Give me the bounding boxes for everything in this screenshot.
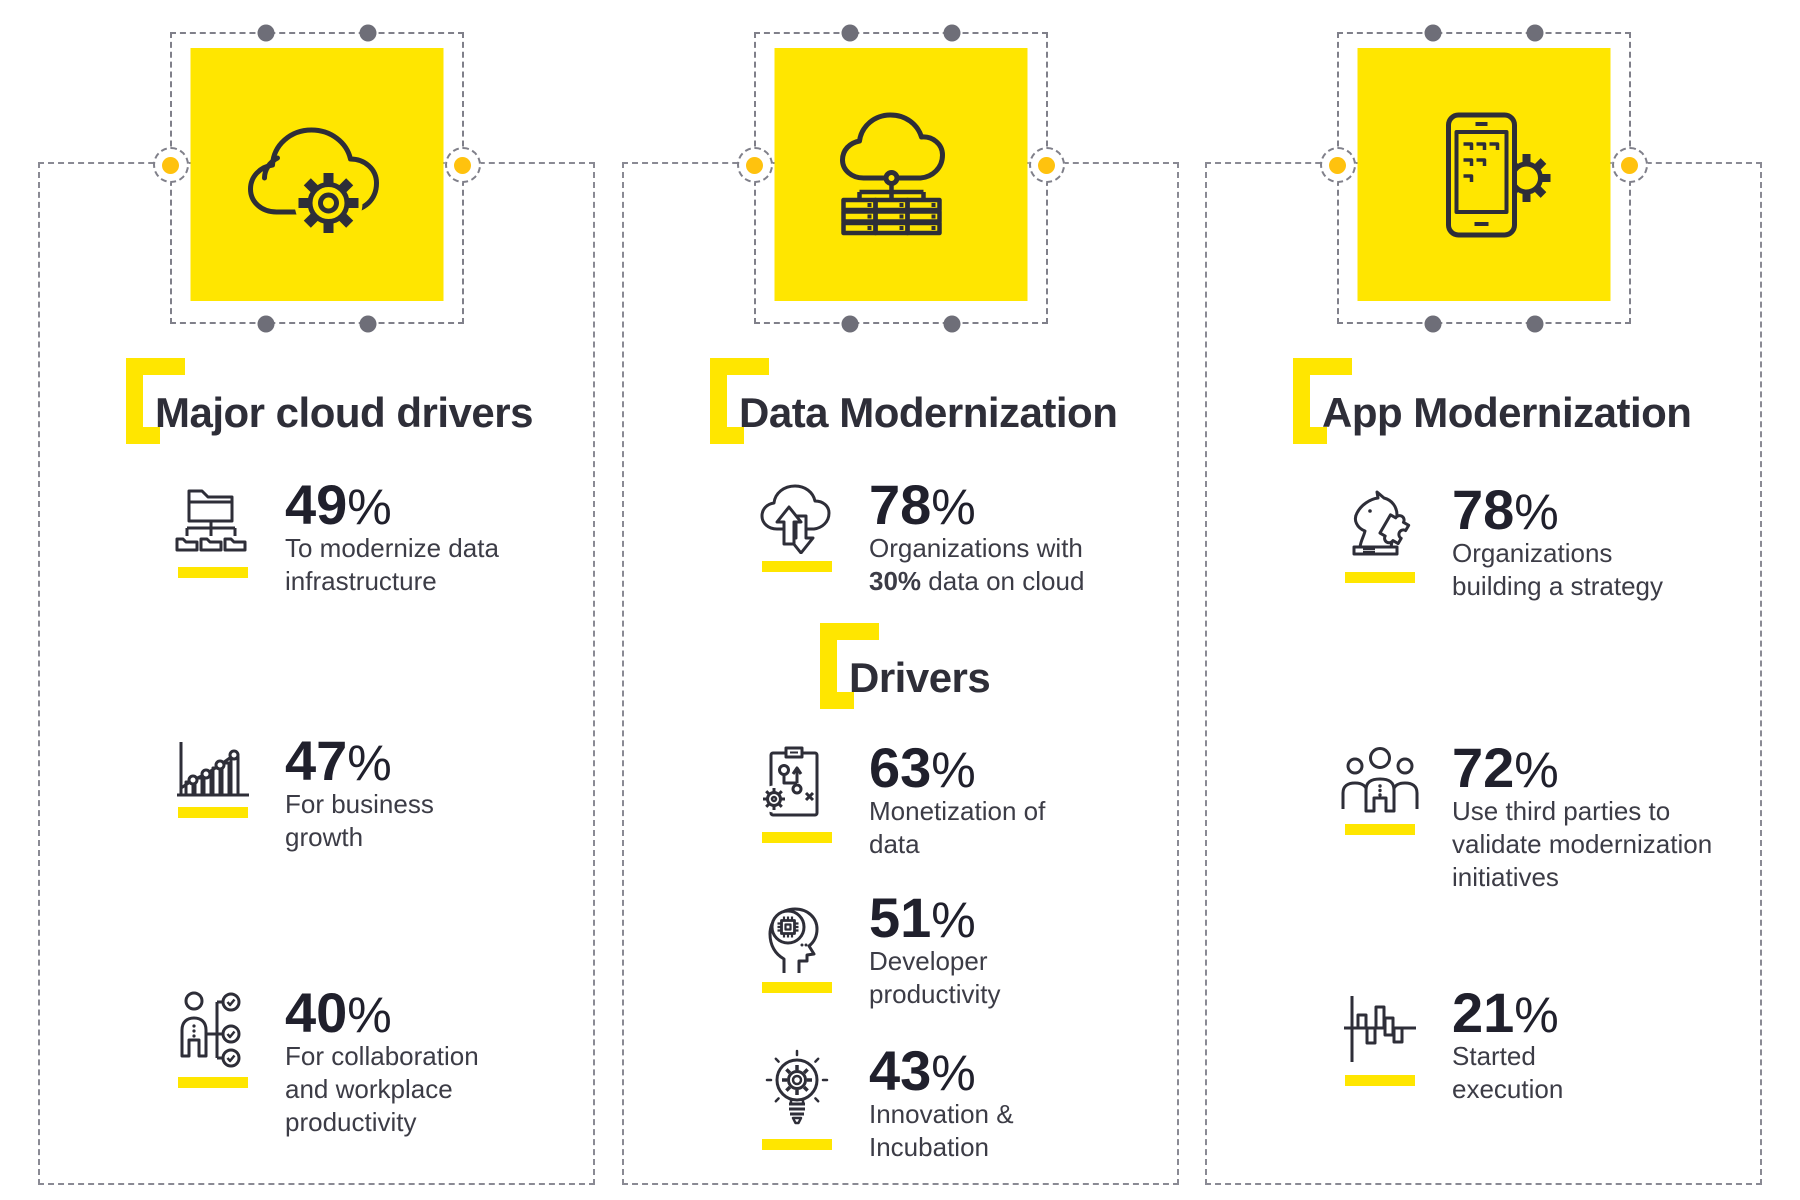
subheading-title: Drivers bbox=[849, 654, 991, 701]
stat-underline bbox=[762, 1139, 832, 1150]
bracket-accent bbox=[820, 623, 879, 709]
knight-puzzle-icon bbox=[1352, 490, 1411, 556]
column-title: App Modernization bbox=[1322, 389, 1692, 436]
selection-handle[interactable] bbox=[257, 315, 274, 333]
stat-value: 78% bbox=[869, 473, 976, 536]
selection-handle[interactable] bbox=[841, 24, 858, 42]
column-heading: App Modernization bbox=[1292, 357, 1752, 453]
bracket-accent bbox=[126, 358, 185, 444]
icon-selection-box bbox=[736, 24, 1065, 333]
stat-underline bbox=[1345, 1075, 1415, 1086]
connector-handle[interactable] bbox=[1319, 147, 1356, 183]
selection-handle[interactable] bbox=[1424, 24, 1441, 42]
stat-description: Use third parties to validate modernizat… bbox=[1452, 796, 1713, 892]
panel-major-cloud-drivers: Major cloud drivers 49% To bbox=[38, 24, 595, 1185]
stat-row: 63% Monetization of data bbox=[624, 739, 1177, 959]
stat-description: To modernize data infrastructure bbox=[285, 533, 499, 596]
stat-underline bbox=[762, 561, 832, 572]
stat-value: 72% bbox=[1452, 736, 1559, 799]
stat-row: 47% For business growth bbox=[40, 732, 593, 952]
subheading-drivers: Drivers bbox=[819, 622, 1119, 718]
stat-underline bbox=[178, 1077, 248, 1088]
connector-handle[interactable] bbox=[736, 147, 773, 183]
selection-handle[interactable] bbox=[359, 315, 376, 333]
column-heading: Data Modernization bbox=[709, 357, 1169, 453]
stat-row: 78% Organizations building a strategy bbox=[1207, 481, 1760, 701]
cloud-gear-icon bbox=[248, 127, 379, 237]
stat-underline bbox=[1345, 572, 1415, 583]
stat-underline bbox=[178, 807, 248, 818]
cloud-sync-icon bbox=[760, 484, 831, 554]
stat-description: Organizations building a strategy bbox=[1452, 538, 1664, 601]
stat-description: For business growth bbox=[285, 789, 434, 852]
selection-handle[interactable] bbox=[841, 315, 858, 333]
tile-phone-gear bbox=[1357, 48, 1610, 301]
folder-tree-icon bbox=[175, 489, 247, 552]
stat-value: 78% bbox=[1452, 478, 1559, 541]
column-heading: Major cloud drivers bbox=[125, 357, 585, 453]
stat-description: Innovation & Incubation bbox=[869, 1099, 1014, 1162]
bulb-gear-icon bbox=[765, 1049, 829, 1125]
selection-handle[interactable] bbox=[359, 24, 376, 42]
stat-row: 51% Developer productivity bbox=[624, 889, 1177, 1109]
column-title: Data Modernization bbox=[739, 389, 1118, 436]
selection-handle[interactable] bbox=[943, 24, 960, 42]
stat-description: Organizations with 30% data on cloud bbox=[869, 533, 1085, 596]
execution-chart-icon bbox=[1344, 996, 1416, 1062]
tile-cloud-servers bbox=[774, 48, 1027, 301]
connector-handle[interactable] bbox=[152, 147, 189, 183]
stat-description: Started execution bbox=[1452, 1041, 1564, 1104]
stat-underline bbox=[762, 832, 832, 843]
panel-data-modernization: Data Modernization 78% Organizations wit… bbox=[622, 24, 1179, 1185]
head-chip-icon bbox=[768, 907, 819, 973]
stat-underline bbox=[1345, 824, 1415, 835]
selection-handle[interactable] bbox=[1526, 24, 1543, 42]
stat-description: For collaboration and workplace producti… bbox=[285, 1041, 479, 1137]
stat-description: Monetization of data bbox=[869, 796, 1046, 859]
stat-value: 51% bbox=[869, 886, 976, 949]
cloud-servers-icon bbox=[840, 112, 945, 235]
stat-value: 40% bbox=[285, 981, 392, 1044]
stat-row: 78% Organizations with 30% data on cloud bbox=[624, 476, 1177, 696]
tile-cloud-gear bbox=[190, 48, 443, 301]
growth-chart-icon bbox=[177, 742, 249, 797]
stat-underline bbox=[178, 567, 248, 578]
stat-row: 40% For collaboration and workplace prod… bbox=[40, 984, 593, 1200]
person-checklist-icon bbox=[180, 991, 241, 1068]
stat-row: 43% Innovation & Incubation bbox=[624, 1042, 1177, 1200]
stat-value: 49% bbox=[285, 473, 392, 536]
connector-handle[interactable] bbox=[1611, 147, 1648, 183]
stat-row: 49% To modernize data infrastructure bbox=[40, 476, 593, 696]
strategy-board-icon bbox=[760, 746, 819, 817]
panel-app-modernization: App Modernization 78% bbox=[1205, 24, 1762, 1185]
selection-handle[interactable] bbox=[1526, 315, 1543, 333]
connector-handle[interactable] bbox=[1028, 147, 1065, 183]
stat-row: 72% Use third parties to validate modern… bbox=[1207, 739, 1760, 959]
people-group-icon bbox=[1341, 747, 1419, 813]
stat-description: Developer productivity bbox=[869, 946, 1001, 1009]
selection-handle[interactable] bbox=[1424, 315, 1441, 333]
icon-selection-box bbox=[1319, 24, 1648, 333]
stat-value: 21% bbox=[1452, 981, 1559, 1044]
selection-handle[interactable] bbox=[257, 24, 274, 42]
selection-handle[interactable] bbox=[943, 315, 960, 333]
phone-gear-icon bbox=[1446, 112, 1557, 237]
stat-row: 21% Started execution bbox=[1207, 984, 1760, 1200]
stat-underline bbox=[762, 982, 832, 993]
stat-value: 63% bbox=[869, 736, 976, 799]
stat-value: 43% bbox=[869, 1039, 976, 1102]
stat-value: 47% bbox=[285, 729, 392, 792]
bracket-accent bbox=[710, 358, 769, 444]
bracket-accent bbox=[1293, 358, 1352, 444]
icon-selection-box bbox=[152, 24, 481, 333]
connector-handle[interactable] bbox=[444, 147, 481, 183]
column-title: Major cloud drivers bbox=[155, 389, 533, 436]
